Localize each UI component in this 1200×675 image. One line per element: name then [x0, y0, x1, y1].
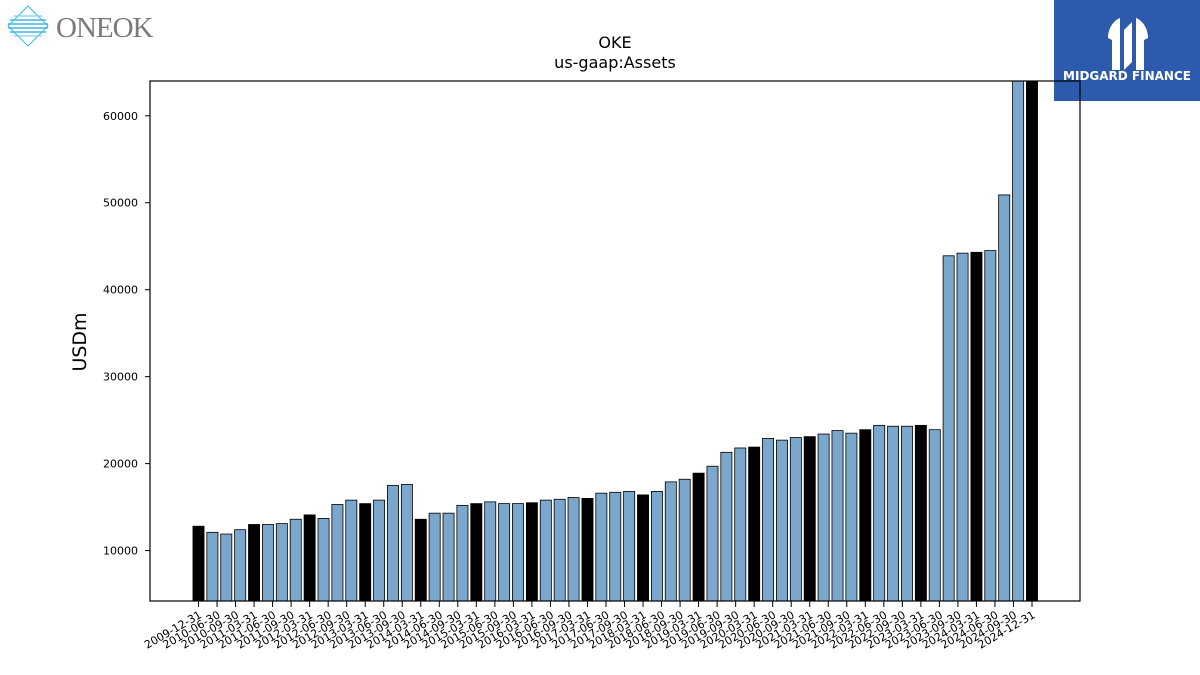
bar-2016-09-30 [567, 497, 580, 602]
y-axis-ticks: 10000 20000 30000 40000 50000 60000 [103, 110, 150, 558]
x-axis-ticks: 2009-12-312010-06-302010-09-302011-03-31… [142, 601, 1038, 652]
bar-2011-03-31 [261, 524, 274, 602]
bar-2013-12-31 [414, 518, 427, 602]
bar-2014-12-31 [470, 503, 483, 602]
bar-2012-12-31 [359, 503, 372, 602]
bar-series [192, 80, 1038, 602]
bar-2018-03-31 [650, 491, 663, 602]
bar-2018-12-31 [692, 472, 705, 602]
bar-2013-03-31 [373, 499, 386, 602]
bar-2012-03-31 [317, 517, 330, 602]
bar-2019-06-30 [720, 451, 733, 602]
bar-2017-09-30 [623, 491, 636, 602]
bar-2014-06-30 [442, 512, 455, 602]
bar-2012-09-30 [345, 499, 358, 602]
y-tick-label: 30000 [103, 371, 138, 384]
bar-2010-06-30 [220, 533, 233, 602]
bar-2010-09-30 [234, 529, 247, 602]
bar-2018-09-30 [678, 478, 691, 602]
bar-2022-03-31 [873, 424, 886, 602]
bar-2021-12-31 [859, 429, 872, 602]
midgard-mark-icon [1108, 18, 1148, 70]
bar-2023-09-30 [956, 252, 969, 602]
bar-2009-12-31 [192, 525, 205, 602]
bar-2021-09-30 [845, 432, 858, 602]
y-axis-label: USDm [69, 312, 91, 371]
bar-2024-06-30 [998, 194, 1011, 602]
bar-2011-06-30 [275, 523, 288, 602]
bar-2024-03-31 [984, 250, 997, 602]
bar-2022-09-30 [901, 425, 913, 602]
bar-2024-09-30 [1012, 80, 1025, 602]
bar-2020-03-31 [762, 437, 775, 602]
bar-2011-09-30 [289, 518, 302, 602]
bar-2017-06-30 [609, 491, 622, 602]
bar-2019-03-31 [706, 465, 719, 602]
chart-subtitle: us-gaap:Assets [554, 53, 676, 72]
bar-2019-12-31 [748, 446, 761, 602]
y-tick-label: 20000 [103, 458, 138, 471]
bar-2018-06-30 [664, 481, 677, 602]
bar-2014-03-31 [428, 512, 441, 602]
bar-2023-12-31 [970, 251, 983, 602]
bar-2014-09-30 [456, 504, 469, 602]
y-tick-label: 60000 [103, 110, 138, 123]
bar-2023-03-31 [928, 429, 941, 602]
bar-2017-03-31 [595, 492, 608, 602]
bar-2012-06-30 [331, 504, 344, 602]
bar-2010-03-31 [206, 531, 219, 602]
bar-2020-06-30 [775, 439, 788, 602]
bar-2015-09-30 [512, 503, 524, 602]
diamond-logo-icon [7, 5, 49, 47]
company-logo: ONEOK [7, 5, 155, 47]
bar-2013-09-30 [400, 484, 413, 602]
y-tick-label: 50000 [103, 197, 138, 210]
bar-2015-12-31 [525, 502, 538, 602]
bar-2017-12-31 [637, 494, 649, 602]
bar-2019-09-30 [734, 447, 747, 602]
bar-2013-06-30 [387, 484, 399, 602]
plot-frame [149, 80, 1081, 602]
bar-2021-06-30 [831, 430, 844, 602]
bar-2020-12-31 [803, 436, 816, 602]
bar-2016-12-31 [581, 497, 594, 602]
y-tick-label: 10000 [103, 545, 138, 558]
publisher-logo-text: MIDGARD FINANCE [1063, 69, 1191, 83]
bar-2015-03-31 [484, 501, 497, 602]
bar-2010-12-31 [248, 524, 261, 602]
bar-2023-06-30 [942, 255, 955, 602]
bar-2016-03-31 [539, 499, 552, 602]
bar-2011-12-31 [303, 514, 316, 602]
chart-title: OKE [598, 33, 631, 52]
publisher-logo: MIDGARD FINANCE [1054, 0, 1200, 101]
bar-2016-06-30 [553, 498, 566, 602]
bar-2021-03-31 [817, 433, 830, 602]
bar-2015-06-30 [498, 503, 511, 602]
bar-2020-09-30 [789, 437, 802, 602]
company-logo-text: ONEOK [56, 12, 154, 44]
y-tick-label: 40000 [103, 284, 138, 297]
bar-2024-12-31 [1026, 80, 1038, 602]
bar-2022-06-30 [887, 425, 900, 602]
bar-2022-12-31 [914, 424, 927, 602]
